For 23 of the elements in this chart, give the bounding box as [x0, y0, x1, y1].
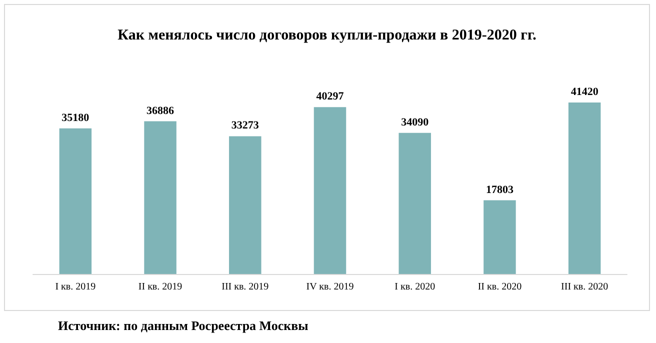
x-tick-label: I кв. 2019 [55, 282, 96, 292]
data-label: 17803 [486, 184, 514, 196]
data-label: 34090 [401, 116, 430, 128]
x-tick-label: I кв. 2020 [394, 282, 436, 292]
x-tick-label: II кв. 2020 [478, 282, 522, 292]
x-tick-label: II кв. 2019 [138, 282, 182, 292]
bar [144, 121, 176, 274]
data-label: 41420 [570, 86, 599, 98]
bar [229, 136, 262, 274]
bar [59, 128, 92, 274]
bar [484, 200, 516, 274]
text: Источник: по данным Росреестра Москвы [58, 318, 308, 334]
data-label: 40297 [316, 90, 344, 103]
bar [398, 132, 431, 274]
chart-title: Как менялось число договоров купли-продажи в 2019-2020 гг. [118, 28, 537, 44]
data-label: 35180 [62, 112, 90, 124]
x-tick-label: III кв. 2019 [222, 282, 269, 292]
bar [568, 102, 601, 274]
data-label: 33273 [231, 120, 260, 132]
data-label: 36886 [146, 104, 175, 117]
x-tick-label: IV кв. 2019 [306, 282, 354, 292]
bar [314, 107, 346, 274]
x-tick-label: III кв. 2020 [561, 282, 608, 292]
